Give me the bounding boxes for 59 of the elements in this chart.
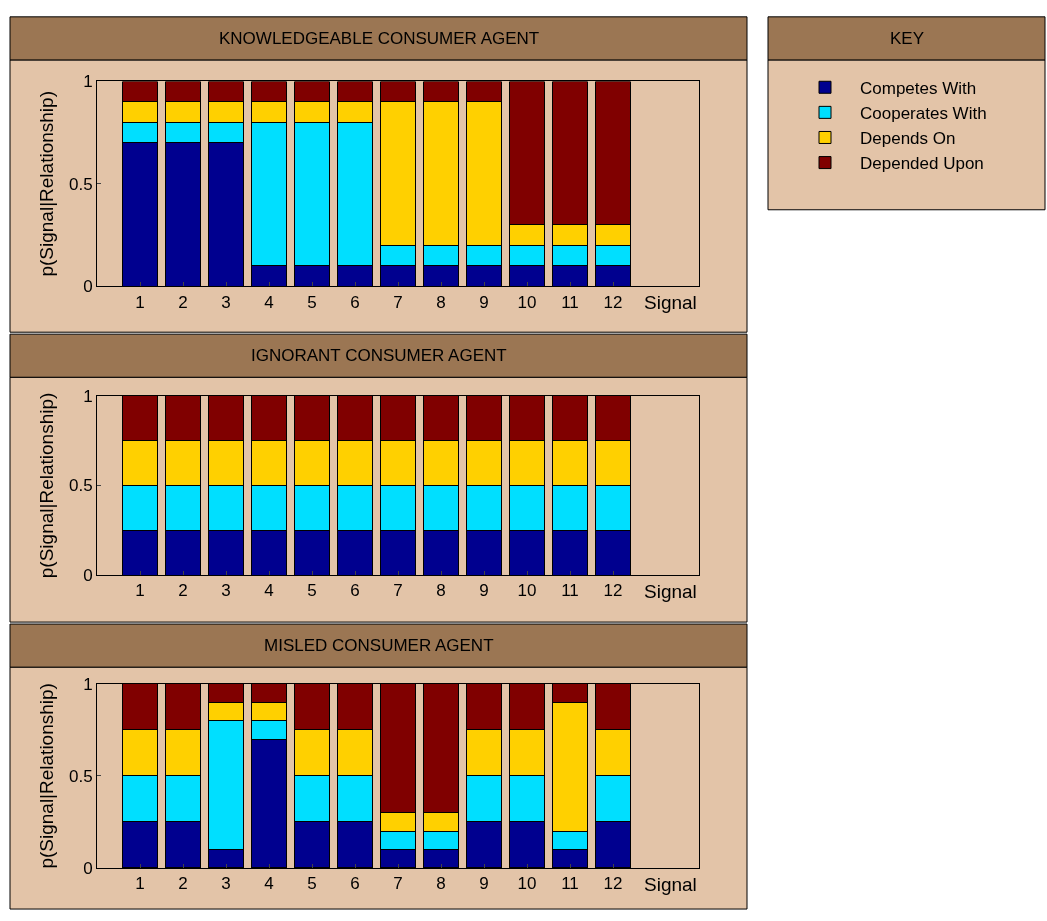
y-axis-title: p(Signal|Relationship) xyxy=(35,683,57,869)
x-tick-label: 7 xyxy=(393,581,403,601)
x-tick-label: 12 xyxy=(603,292,623,312)
x-axis-title: Signal xyxy=(644,292,697,313)
x-tick-label: 3 xyxy=(221,292,231,312)
y-tick-label: 1 xyxy=(83,674,93,694)
x-tick-label: 5 xyxy=(307,292,317,312)
legend-label: Depended Upon xyxy=(860,154,984,174)
x-tick-label: 6 xyxy=(350,874,360,894)
chart-title: IGNORANT CONSUMER AGENT xyxy=(251,346,507,365)
x-axis-title: Signal xyxy=(644,581,697,602)
y-axis-title: p(Signal|Relationship) xyxy=(35,91,57,277)
x-tick-label: 1 xyxy=(135,581,145,601)
y-tick-label: 1 xyxy=(83,72,93,92)
x-tick-label: 4 xyxy=(264,581,274,601)
legend-label: Competes With xyxy=(860,78,977,98)
x-tick-label: 3 xyxy=(221,874,231,894)
x-tick-label: 10 xyxy=(517,874,537,894)
legend-title: KEY xyxy=(890,29,925,48)
x-tick-label: 5 xyxy=(307,874,317,894)
x-tick-label: 7 xyxy=(393,874,403,894)
x-tick-label: 8 xyxy=(436,292,446,312)
y-tick-label: 1 xyxy=(83,386,93,406)
x-tick-label: 1 xyxy=(135,874,145,894)
x-tick-label: 7 xyxy=(393,292,403,312)
x-tick-label: 8 xyxy=(436,874,446,894)
x-tick-label: 11 xyxy=(561,581,579,601)
y-tick-label: 0 xyxy=(83,566,93,586)
x-tick-label: 2 xyxy=(178,292,188,312)
y-tick-label: 0.5 xyxy=(68,476,93,496)
y-axis-title: p(Signal|Relationship) xyxy=(35,392,57,579)
x-tick-label: 3 xyxy=(221,581,231,601)
y-tick-label: 0.5 xyxy=(68,174,93,194)
x-tick-label: 6 xyxy=(350,292,360,312)
y-tick-label: 0 xyxy=(83,858,93,878)
x-tick-label: 4 xyxy=(264,874,274,894)
x-tick-label: 9 xyxy=(479,874,489,894)
x-tick-label: 4 xyxy=(264,292,274,312)
x-axis-title: Signal xyxy=(644,874,697,895)
x-tick-label: 9 xyxy=(479,292,489,312)
y-tick-label: 0 xyxy=(83,277,93,297)
x-tick-label: 2 xyxy=(178,874,188,894)
chart-title: KNOWLEDGEABLE CONSUMER AGENT xyxy=(219,29,540,48)
x-tick-label: 9 xyxy=(479,581,489,601)
x-tick-label: 10 xyxy=(517,581,537,601)
y-tick-label: 0.5 xyxy=(68,766,93,786)
x-tick-label: 2 xyxy=(178,581,188,601)
x-tick-label: 6 xyxy=(350,581,360,601)
legend-label: Cooperates With xyxy=(860,104,987,123)
chart-title: MISLED CONSUMER AGENT xyxy=(264,636,494,655)
x-tick-label: 8 xyxy=(436,581,446,601)
x-tick-label: 12 xyxy=(603,581,623,601)
x-tick-label: 11 xyxy=(561,292,579,312)
x-tick-label: 12 xyxy=(603,874,623,894)
x-tick-label: 1 xyxy=(135,292,145,312)
x-tick-label: 11 xyxy=(561,874,579,894)
x-tick-label: 5 xyxy=(307,581,317,601)
legend-label: Depends On xyxy=(860,129,956,149)
x-tick-label: 10 xyxy=(517,292,537,312)
